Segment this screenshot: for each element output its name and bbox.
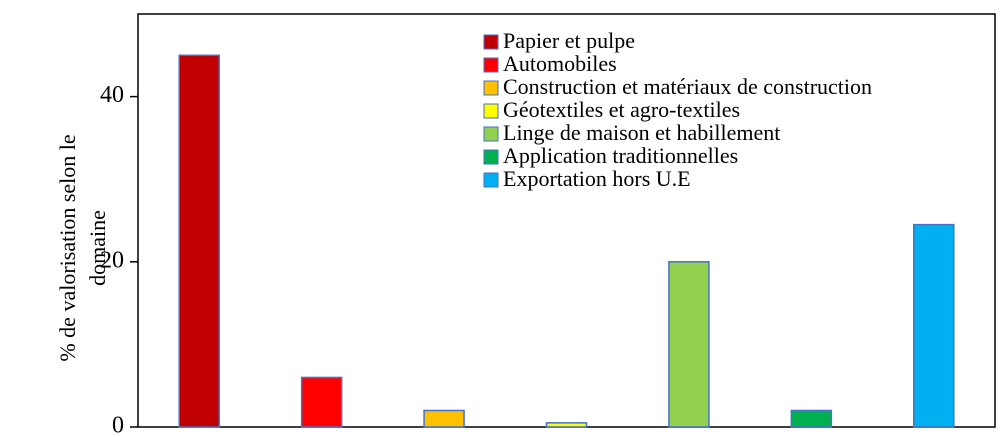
legend-swatch [483,80,499,96]
legend-label: Construction et matériaux de constructio… [503,74,872,99]
y-axis-title-line: domaine [85,210,110,286]
legend-label: Automobiles [503,51,617,76]
bar [913,223,955,428]
bar [300,376,343,428]
y-tick-label: 20 [100,247,124,273]
legend-label: Linge de maison et habillement [503,120,780,145]
legend-label: Application traditionnelles [503,143,738,168]
legend-label: Papier et pulpe [503,28,635,53]
legend-label: Exportation hors U.E [503,166,691,191]
y-tick-label: 0 [112,413,124,437]
bar [178,54,220,428]
bar [668,261,710,428]
y-axis-title-line: % de valorisation selon le [55,134,80,361]
legend-swatch [483,149,499,165]
legend-swatch [483,172,499,188]
bar [790,409,833,428]
legend-swatch [483,103,499,119]
y-tick-label: 40 [100,82,124,108]
bar [423,409,465,428]
legend-label: Géotextiles et agro-textiles [503,97,740,122]
legend-swatch [483,34,499,50]
y-axis-title: % de valorisation selon le domaine [55,134,110,361]
legend-swatch [483,57,499,73]
legend-swatch [483,126,499,142]
bar [545,422,588,428]
